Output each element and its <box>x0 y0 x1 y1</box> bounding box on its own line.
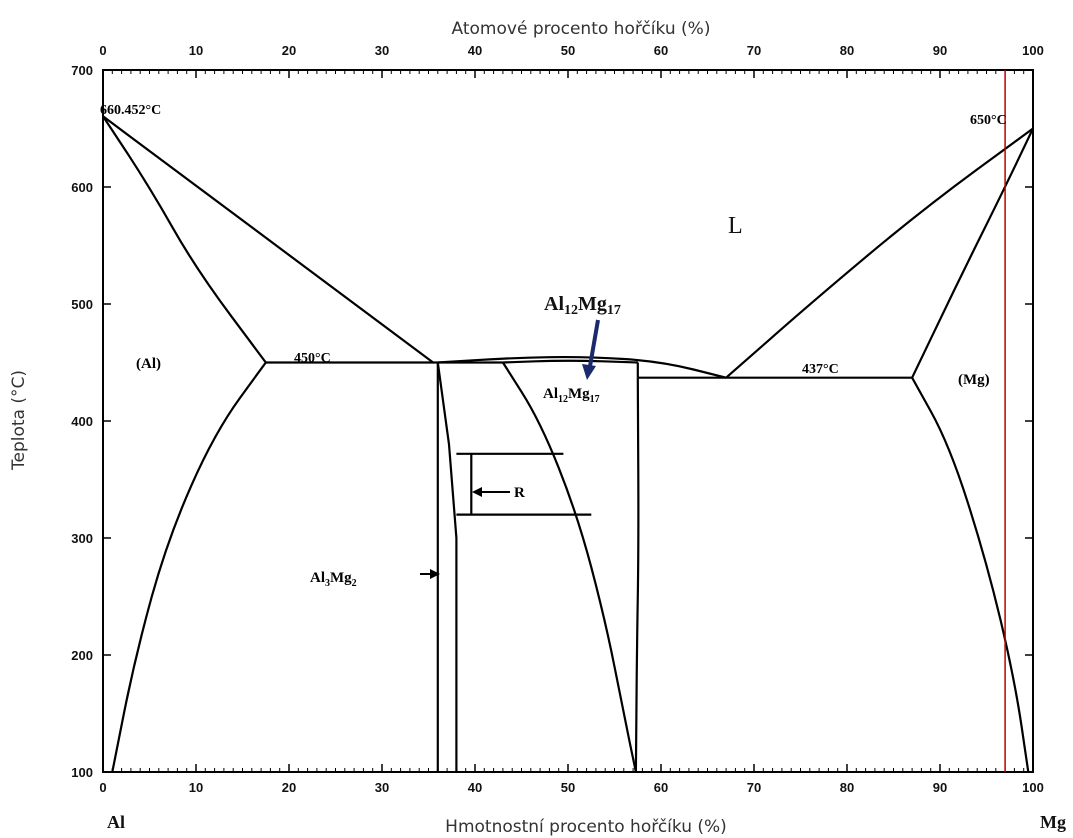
plot-frame <box>102 69 1034 773</box>
x-tick-label-bottom: 40 <box>468 780 482 795</box>
y-tick-label: 300 <box>71 531 93 546</box>
mg-liquidus <box>725 127 1034 379</box>
gamma-callout-arrow-head <box>582 364 596 380</box>
x-tick-label-bottom: 100 <box>1022 780 1044 795</box>
beta-right-boundary <box>436 362 458 772</box>
liquid-phase-label: L <box>728 213 743 239</box>
x-tick-label-bottom: 50 <box>561 780 575 795</box>
r-arrow-head <box>472 487 482 497</box>
gamma-left-boundary <box>501 361 637 773</box>
beta-arrow-head <box>430 569 440 579</box>
mg-solid-label: (Mg) <box>958 372 990 388</box>
mg-solvus <box>911 377 1030 773</box>
x-tick-label-bottom: 70 <box>747 780 761 795</box>
r-phase-label: R <box>514 485 525 501</box>
x-tick-label-bottom: 0 <box>99 780 106 795</box>
x-tick-label-top: 30 <box>375 43 389 58</box>
eutectic-al-label: 450°C <box>294 351 331 366</box>
x-tick-label-top: 10 <box>189 43 203 58</box>
left-element-label: Al <box>107 812 125 832</box>
gamma-callout-arrow-line <box>587 319 600 373</box>
mg-melting-label: 650°C <box>970 113 1007 128</box>
gamma-callout-label: Al12Mg17 <box>544 293 621 318</box>
y-tick-label: 200 <box>71 648 93 663</box>
gamma-phase-label: Al12Mg17 <box>543 386 600 405</box>
y-tick-label: 600 <box>71 180 93 195</box>
y-tick-label: 700 <box>71 63 93 78</box>
al-solidus-upper <box>102 115 267 364</box>
al-solid-label: (Al) <box>136 356 161 372</box>
x-tick-label-top: 100 <box>1022 43 1044 58</box>
phase-boundaries <box>102 70 1034 773</box>
bottom-axis-title: Hmotnostní procento hořčíku (%) <box>445 817 727 837</box>
eutectic-mg-label: 437°C <box>802 362 839 377</box>
beta-phase-label: Al3Mg2 <box>310 570 357 589</box>
gamma-right-boundary <box>634 377 640 773</box>
al-solvus <box>111 361 267 773</box>
x-tick-label-top: 40 <box>468 43 482 58</box>
y-tick-label: 100 <box>71 765 93 780</box>
x-tick-label-top: 70 <box>747 43 761 58</box>
al-melting-label: 660.452°C <box>100 103 161 118</box>
x-tick-label-bottom: 60 <box>654 780 668 795</box>
y-tick-label: 400 <box>71 414 93 429</box>
y-axis-title: Teplota (°C) <box>9 370 29 471</box>
x-tick-label-bottom: 20 <box>282 780 296 795</box>
al-liquidus <box>102 115 434 364</box>
x-tick-label-bottom: 10 <box>189 780 203 795</box>
x-tick-label-top: 50 <box>561 43 575 58</box>
top-axis-title: Atomové procento hořčíku (%) <box>452 19 711 39</box>
x-tick-label-top: 0 <box>99 43 106 58</box>
mg-solidus-upper <box>911 128 1034 379</box>
x-tick-label-bottom: 30 <box>375 780 389 795</box>
axis-ticks: 0 10 20 30 40 50 60 70 80 90 100 0 10 20 30 40 50 60 70 80 9… <box>71 43 1044 795</box>
x-tick-label-top: 90 <box>933 43 947 58</box>
x-tick-label-top: 60 <box>654 43 668 58</box>
gamma-top <box>502 359 638 364</box>
y-tick-label: 500 <box>71 297 93 312</box>
x-tick-label-bottom: 80 <box>840 780 854 795</box>
right-element-label: Mg <box>1040 812 1066 832</box>
x-tick-label-bottom: 90 <box>933 780 947 795</box>
x-tick-label-top: 80 <box>840 43 854 58</box>
x-tick-label-top: 20 <box>282 43 296 58</box>
liquidus-dome <box>437 355 727 379</box>
